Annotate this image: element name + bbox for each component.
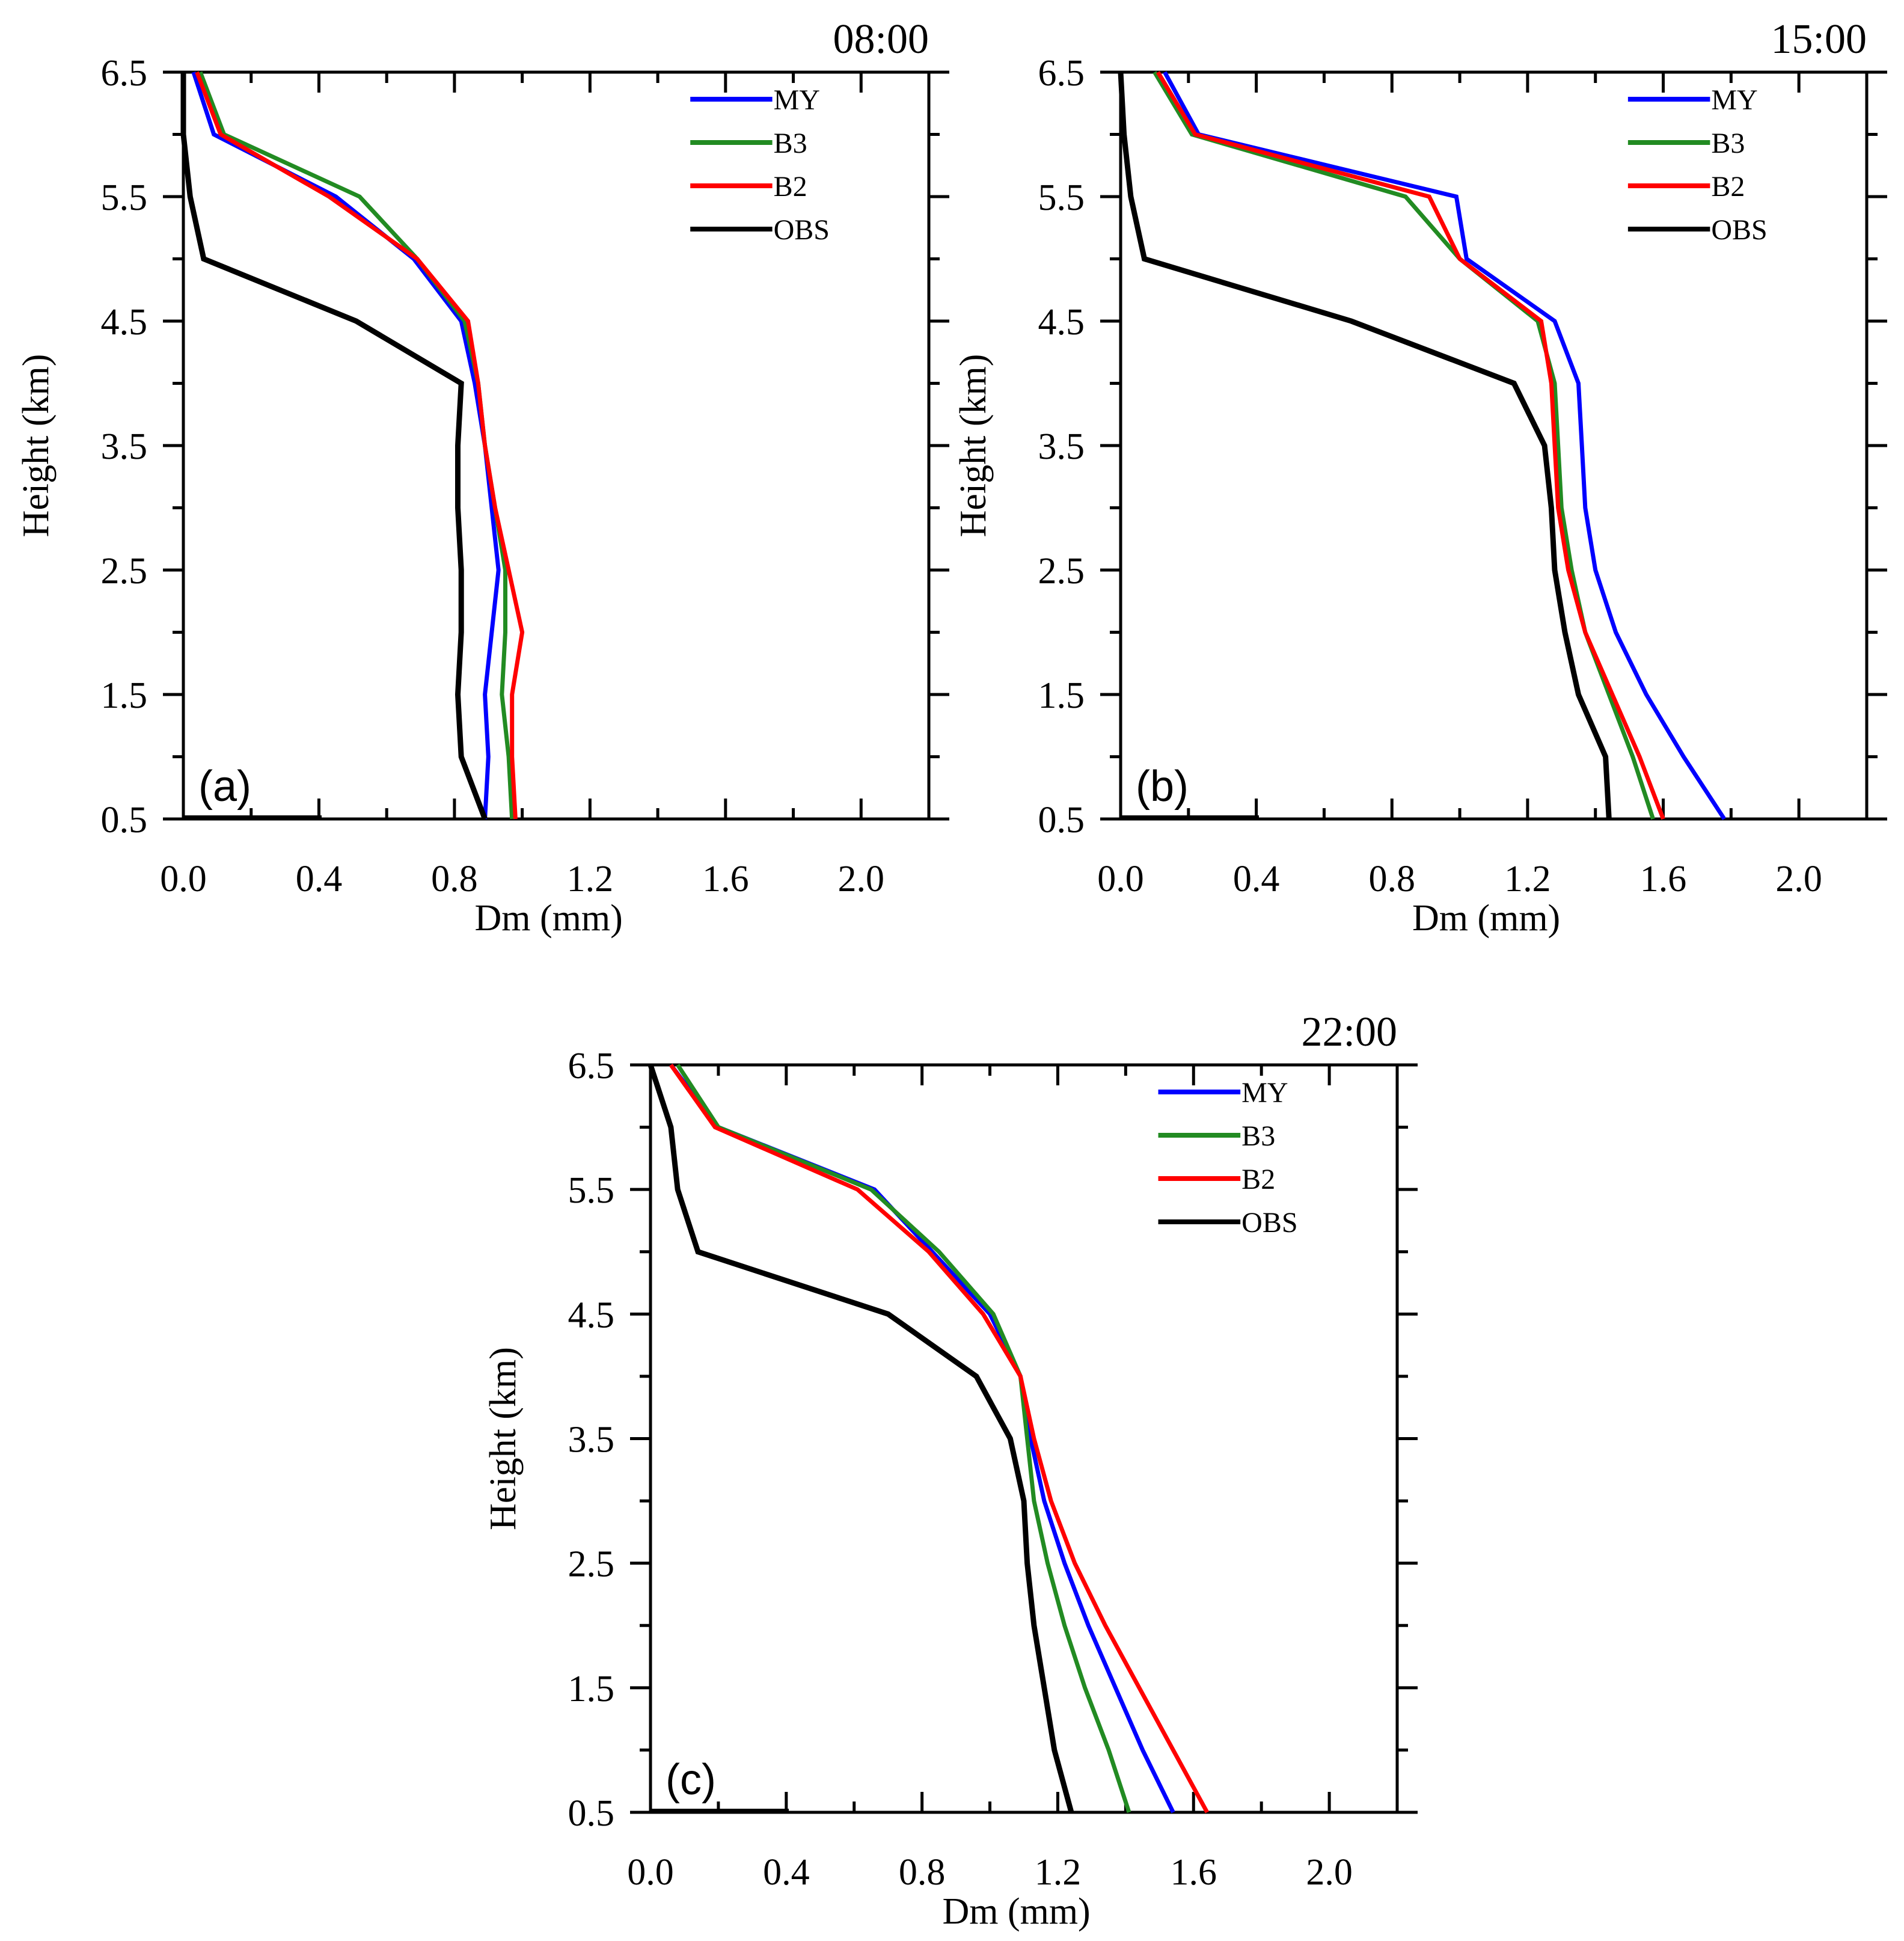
- x-tick-label: 1.2: [1035, 1852, 1082, 1893]
- y-tick-label: 2.5: [101, 551, 148, 592]
- legend: MY B3 B2 OBS: [690, 84, 830, 246]
- y-tick-label: 4.5: [568, 1295, 615, 1335]
- x-axis-title: Dm (mm): [474, 898, 622, 939]
- y-tick-label: 5.5: [101, 177, 148, 218]
- legend: MY B3 B2 OBS: [1627, 84, 1768, 246]
- series-line-b2: [669, 1063, 1209, 1814]
- x-axis-title: Dm (mm): [1412, 898, 1560, 939]
- y-tick-label: 4.5: [1038, 302, 1085, 343]
- x-tick-label: 1.6: [1640, 859, 1687, 900]
- legend-label-b3: B3: [1711, 127, 1745, 159]
- panel-label: (c): [666, 1756, 716, 1804]
- series-line-b2: [1156, 71, 1665, 820]
- y-tick-label: 3.5: [568, 1420, 615, 1461]
- time-label: 15:00: [1771, 16, 1867, 63]
- legend-label-b2: B2: [1711, 171, 1745, 203]
- legend-label-my: MY: [774, 84, 820, 116]
- x-axis-title: Dm (mm): [942, 1891, 1090, 1932]
- y-tick-label: 0.5: [568, 1793, 615, 1834]
- y-tick-label: 1.5: [101, 675, 148, 716]
- time-label: 22:00: [1302, 1009, 1397, 1055]
- x-tick-label: 0.8: [431, 859, 478, 900]
- legend-label-obs: OBS: [774, 214, 830, 246]
- y-tick-label: 3.5: [1038, 426, 1085, 467]
- y-tick-label: 4.5: [101, 302, 148, 343]
- y-axis-title: Height (km): [483, 1347, 524, 1530]
- y-tick-label: 1.5: [1038, 675, 1085, 716]
- x-tick-label: 0.8: [899, 1852, 946, 1893]
- panel-label: (a): [198, 762, 251, 811]
- plot-frame: [182, 70, 931, 821]
- x-tick-label: 2.0: [1775, 859, 1822, 900]
- y-tick-label: 0.5: [101, 800, 148, 841]
- y-tick-label: 6.5: [568, 1046, 615, 1087]
- panel-1: 0.0 0.4 0.8 1.2 1.6 2.0 0.5 1.5 2.5 3.5 4.5 5.5 6.5 D…: [16, 16, 949, 939]
- legend-label-obs: OBS: [1241, 1207, 1297, 1239]
- x-tick-label: 0.4: [296, 859, 343, 900]
- x-tick-label: 0.8: [1369, 859, 1416, 900]
- series-line-obs: [180, 72, 488, 820]
- y-tick-label: 5.5: [1038, 177, 1085, 218]
- x-tick-label: 0.4: [1233, 859, 1280, 900]
- panel-label: (b): [1136, 762, 1189, 811]
- series-line-b2: [195, 71, 525, 820]
- series-line-b3: [676, 1064, 1131, 1814]
- x-tick-label: 2.0: [1306, 1852, 1353, 1893]
- legend-label-b2: B2: [774, 171, 807, 203]
- legend-label-my: MY: [1241, 1077, 1288, 1109]
- legend-label-b2: B2: [1241, 1164, 1275, 1195]
- y-tick-label: 2.5: [568, 1544, 615, 1585]
- legend-label-b3: B3: [774, 127, 807, 159]
- legend-label-b3: B3: [1241, 1120, 1275, 1152]
- x-tick-label: 0.0: [1097, 859, 1144, 900]
- plot-frame: [649, 1063, 1399, 1814]
- y-tick-label: 1.5: [568, 1669, 615, 1709]
- legend: MY B3 B2 OBS: [1158, 1077, 1298, 1239]
- x-tick-label: 1.6: [702, 859, 749, 900]
- x-tick-label: 0.0: [627, 1852, 674, 1893]
- y-axis-title: Height (km): [16, 354, 57, 538]
- legend-label-obs: OBS: [1711, 214, 1767, 246]
- time-label: 08:00: [833, 16, 929, 63]
- x-tick-label: 2.0: [838, 859, 885, 900]
- y-tick-label: 6.5: [1038, 53, 1085, 94]
- y-axis-title: Height (km): [953, 354, 994, 538]
- y-tick-label: 0.5: [1038, 800, 1085, 841]
- x-tick-label: 0.4: [763, 1852, 810, 1893]
- x-tick-label: 1.2: [1504, 859, 1551, 900]
- x-tick-label: 0.0: [160, 859, 207, 900]
- legend-label-my: MY: [1711, 84, 1757, 116]
- series-line-b3: [1153, 71, 1655, 820]
- y-tick-label: 3.5: [101, 426, 148, 467]
- series-line-obs: [1118, 72, 1612, 820]
- panel-3: 0.0 0.4 0.8 1.2 1.6 2.0 0.5 1.5 2.5 3.5 4.5 5.5 6.5 D…: [483, 1009, 1418, 1932]
- series-line-my: [191, 71, 501, 820]
- y-tick-label: 2.5: [1038, 551, 1085, 592]
- y-tick-label: 5.5: [568, 1170, 615, 1211]
- series-line-my: [669, 1063, 1175, 1814]
- series-line-b3: [198, 71, 515, 820]
- series-line-my: [1163, 71, 1727, 820]
- panel-2: 0.0 0.4 0.8 1.2 1.6 2.0 0.5 1.5 2.5 3.5 4.5 5.5 6.5 D…: [953, 16, 1887, 939]
- y-tick-label: 6.5: [101, 53, 148, 94]
- x-tick-label: 1.6: [1171, 1852, 1217, 1893]
- x-tick-label: 1.2: [567, 859, 614, 900]
- series-line-obs: [647, 1064, 1074, 1814]
- plot-frame: [1119, 70, 1869, 821]
